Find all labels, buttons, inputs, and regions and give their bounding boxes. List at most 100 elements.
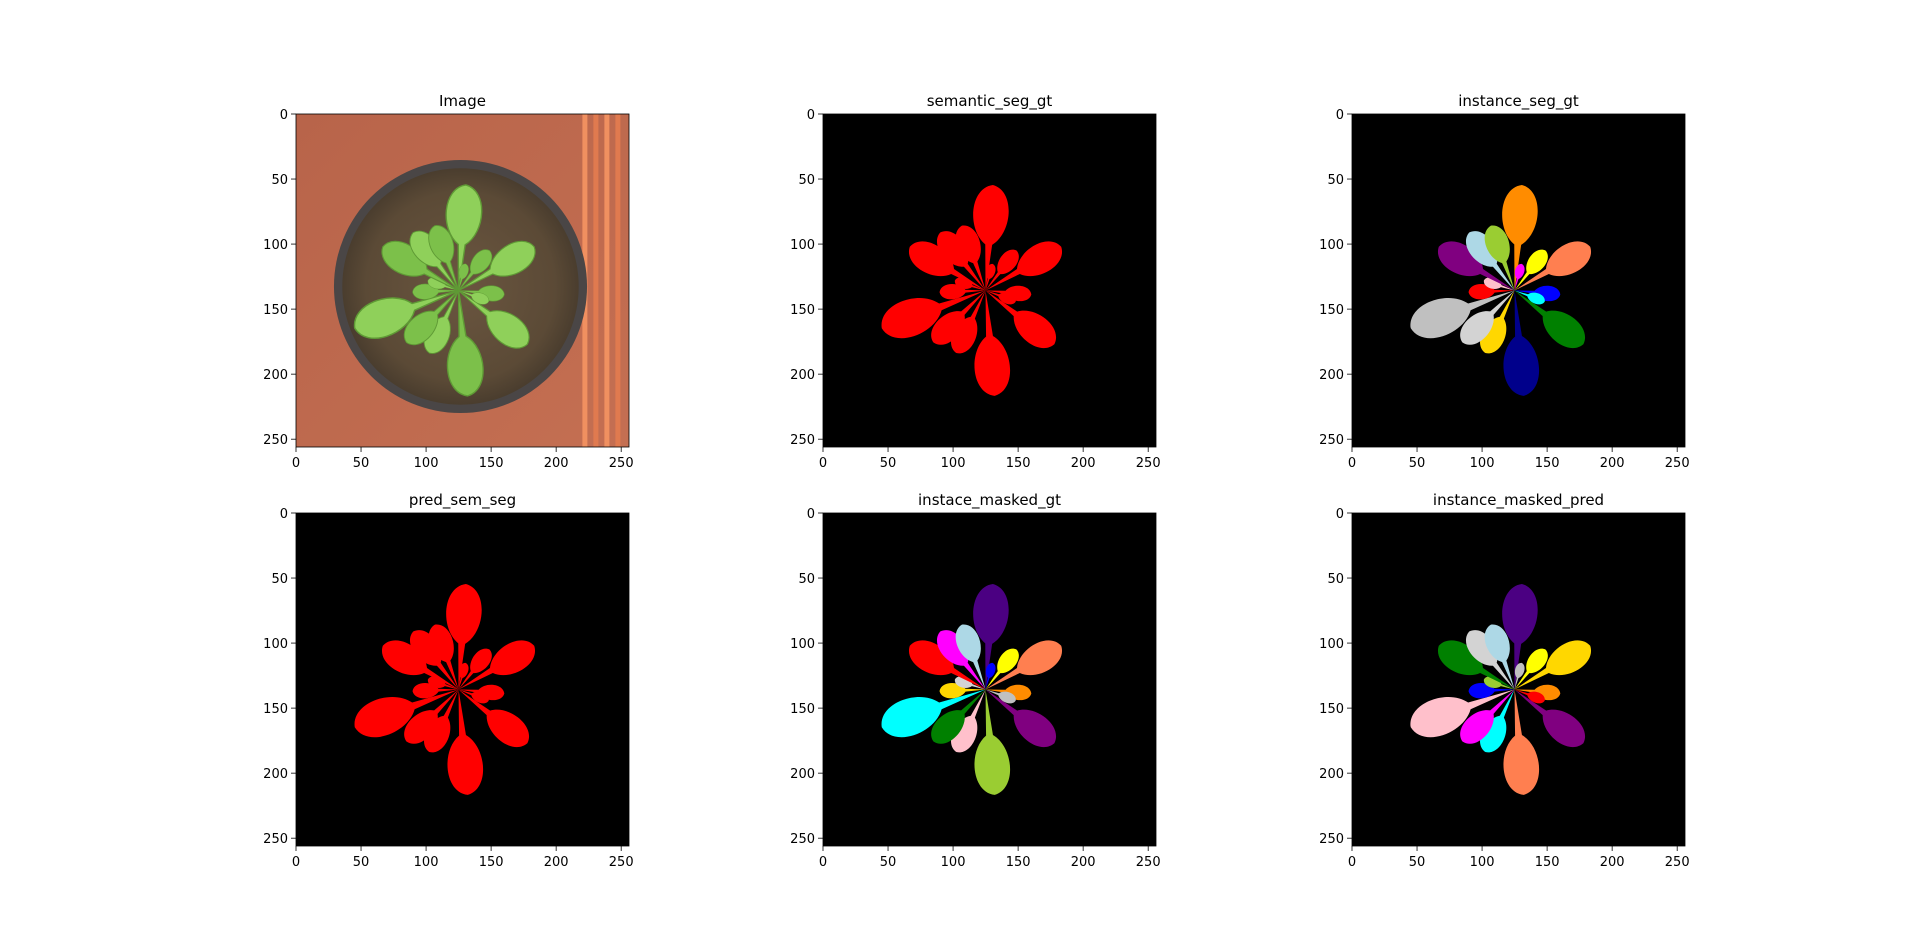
- y-tick-label: 200: [790, 767, 815, 782]
- x-tick-label: 150: [1006, 456, 1031, 471]
- subplot-5: instace_masked_gt 0 50 100 150 200 250 0 50 100 15…: [790, 491, 1160, 870]
- x-tick-label: 200: [544, 456, 569, 471]
- y-tick-label: 250: [1319, 832, 1344, 847]
- axes-frame: [295, 512, 630, 847]
- y-tick-label: 250: [263, 832, 288, 847]
- y-tick-label: 0: [1336, 108, 1344, 123]
- y-tick-label: 250: [1319, 433, 1344, 448]
- y-tick-label: 200: [1319, 368, 1344, 383]
- y-tick-label: 250: [790, 832, 815, 847]
- x-tick-label: 100: [1470, 855, 1495, 870]
- y-tick-label: 0: [280, 108, 288, 123]
- axes-frame: [822, 512, 1157, 847]
- y-tick-label: 100: [790, 637, 815, 652]
- y-tick-label: 50: [271, 572, 288, 587]
- subplot-title: instace_masked_gt: [918, 491, 1061, 510]
- y-tick-label: 150: [1319, 303, 1344, 318]
- axes-frame: [1351, 113, 1686, 448]
- image-area: [823, 513, 1156, 846]
- x-tick-label: 150: [1535, 456, 1560, 471]
- x-tick-label: 50: [353, 855, 370, 870]
- background: [1352, 114, 1685, 447]
- stripe: [615, 114, 621, 447]
- x-tick-label: 0: [292, 456, 300, 471]
- y-tick-label: 100: [263, 637, 288, 652]
- x-tick-label: 0: [819, 855, 827, 870]
- x-tick-label: 150: [479, 456, 504, 471]
- x-tick-label: 150: [479, 855, 504, 870]
- x-tick-label: 200: [1600, 855, 1625, 870]
- x-tick-label: 50: [1409, 855, 1426, 870]
- x-tick-label: 50: [353, 456, 370, 471]
- y-tick-label: 100: [1319, 238, 1344, 253]
- subplot-1: Image 0 50 100 150 200 250 0 50 100 150 200 250: [263, 92, 633, 471]
- y-tick-label: 0: [807, 507, 815, 522]
- y-tick-label: 150: [1319, 702, 1344, 717]
- x-tick-label: 250: [609, 456, 634, 471]
- x-tick-label: 100: [941, 456, 966, 471]
- x-tick-label: 0: [819, 456, 827, 471]
- x-tick-label: 200: [544, 855, 569, 870]
- x-tick-label: 100: [414, 456, 439, 471]
- axes-frame: [1351, 512, 1686, 847]
- subplot-3: instance_seg_gt 0 50 100 150 200 250 0 50 100 150 2…: [1319, 92, 1689, 471]
- x-tick-label: 100: [414, 855, 439, 870]
- image-area: [296, 513, 629, 846]
- x-tick-label: 100: [941, 855, 966, 870]
- y-tick-label: 100: [790, 238, 815, 253]
- y-tick-label: 150: [790, 702, 815, 717]
- subplot-title: instance_seg_gt: [1458, 92, 1579, 111]
- x-tick-label: 200: [1071, 456, 1096, 471]
- y-tick-label: 200: [263, 368, 288, 383]
- background: [823, 114, 1156, 447]
- x-tick-label: 200: [1600, 456, 1625, 471]
- image-area: [823, 114, 1156, 447]
- background: [1352, 513, 1685, 846]
- y-tick-label: 50: [798, 173, 815, 188]
- x-tick-label: 150: [1006, 855, 1031, 870]
- y-tick-label: 150: [790, 303, 815, 318]
- subplot-title: semantic_seg_gt: [927, 92, 1053, 111]
- x-tick-label: 150: [1535, 855, 1560, 870]
- x-tick-label: 50: [1409, 456, 1426, 471]
- x-tick-label: 250: [1136, 855, 1161, 870]
- background: [823, 513, 1156, 846]
- subplot-title: Image: [439, 92, 486, 110]
- image-area: [1352, 513, 1685, 846]
- subplot-4: pred_sem_seg 0 50 100 150 200 250 0 50 100 150 200 2…: [263, 491, 633, 870]
- y-tick-label: 50: [1327, 572, 1344, 587]
- y-tick-label: 250: [790, 433, 815, 448]
- x-tick-label: 100: [1470, 456, 1495, 471]
- x-tick-label: 250: [1665, 456, 1690, 471]
- x-tick-label: 50: [880, 456, 897, 471]
- x-tick-label: 0: [292, 855, 300, 870]
- y-tick-label: 0: [807, 108, 815, 123]
- y-tick-label: 100: [263, 238, 288, 253]
- y-tick-label: 150: [263, 702, 288, 717]
- stripe: [593, 114, 599, 447]
- y-tick-label: 250: [263, 433, 288, 448]
- y-tick-label: 200: [1319, 767, 1344, 782]
- x-tick-label: 250: [1136, 456, 1161, 471]
- x-tick-label: 0: [1348, 855, 1356, 870]
- background: [296, 513, 629, 846]
- axes-frame: [822, 113, 1157, 448]
- x-tick-label: 50: [880, 855, 897, 870]
- axes-frame: [295, 113, 630, 448]
- y-tick-label: 50: [798, 572, 815, 587]
- x-tick-label: 250: [1665, 855, 1690, 870]
- stripe: [604, 114, 610, 447]
- subplot-title: instance_masked_pred: [1433, 491, 1604, 510]
- x-tick-label: 200: [1071, 855, 1096, 870]
- y-tick-label: 0: [1336, 507, 1344, 522]
- y-tick-label: 150: [263, 303, 288, 318]
- x-tick-label: 0: [1348, 456, 1356, 471]
- y-tick-label: 100: [1319, 637, 1344, 652]
- subplot-2: semantic_seg_gt 0 50 100 150 200 250 0 50 100 150 2…: [790, 92, 1160, 471]
- image-area: [1352, 114, 1685, 447]
- y-tick-label: 50: [271, 173, 288, 188]
- subplot-6: instance_masked_pred 0 50 100 150 200 250 0 50 10…: [1319, 491, 1689, 870]
- y-tick-label: 50: [1327, 173, 1344, 188]
- y-tick-label: 0: [280, 507, 288, 522]
